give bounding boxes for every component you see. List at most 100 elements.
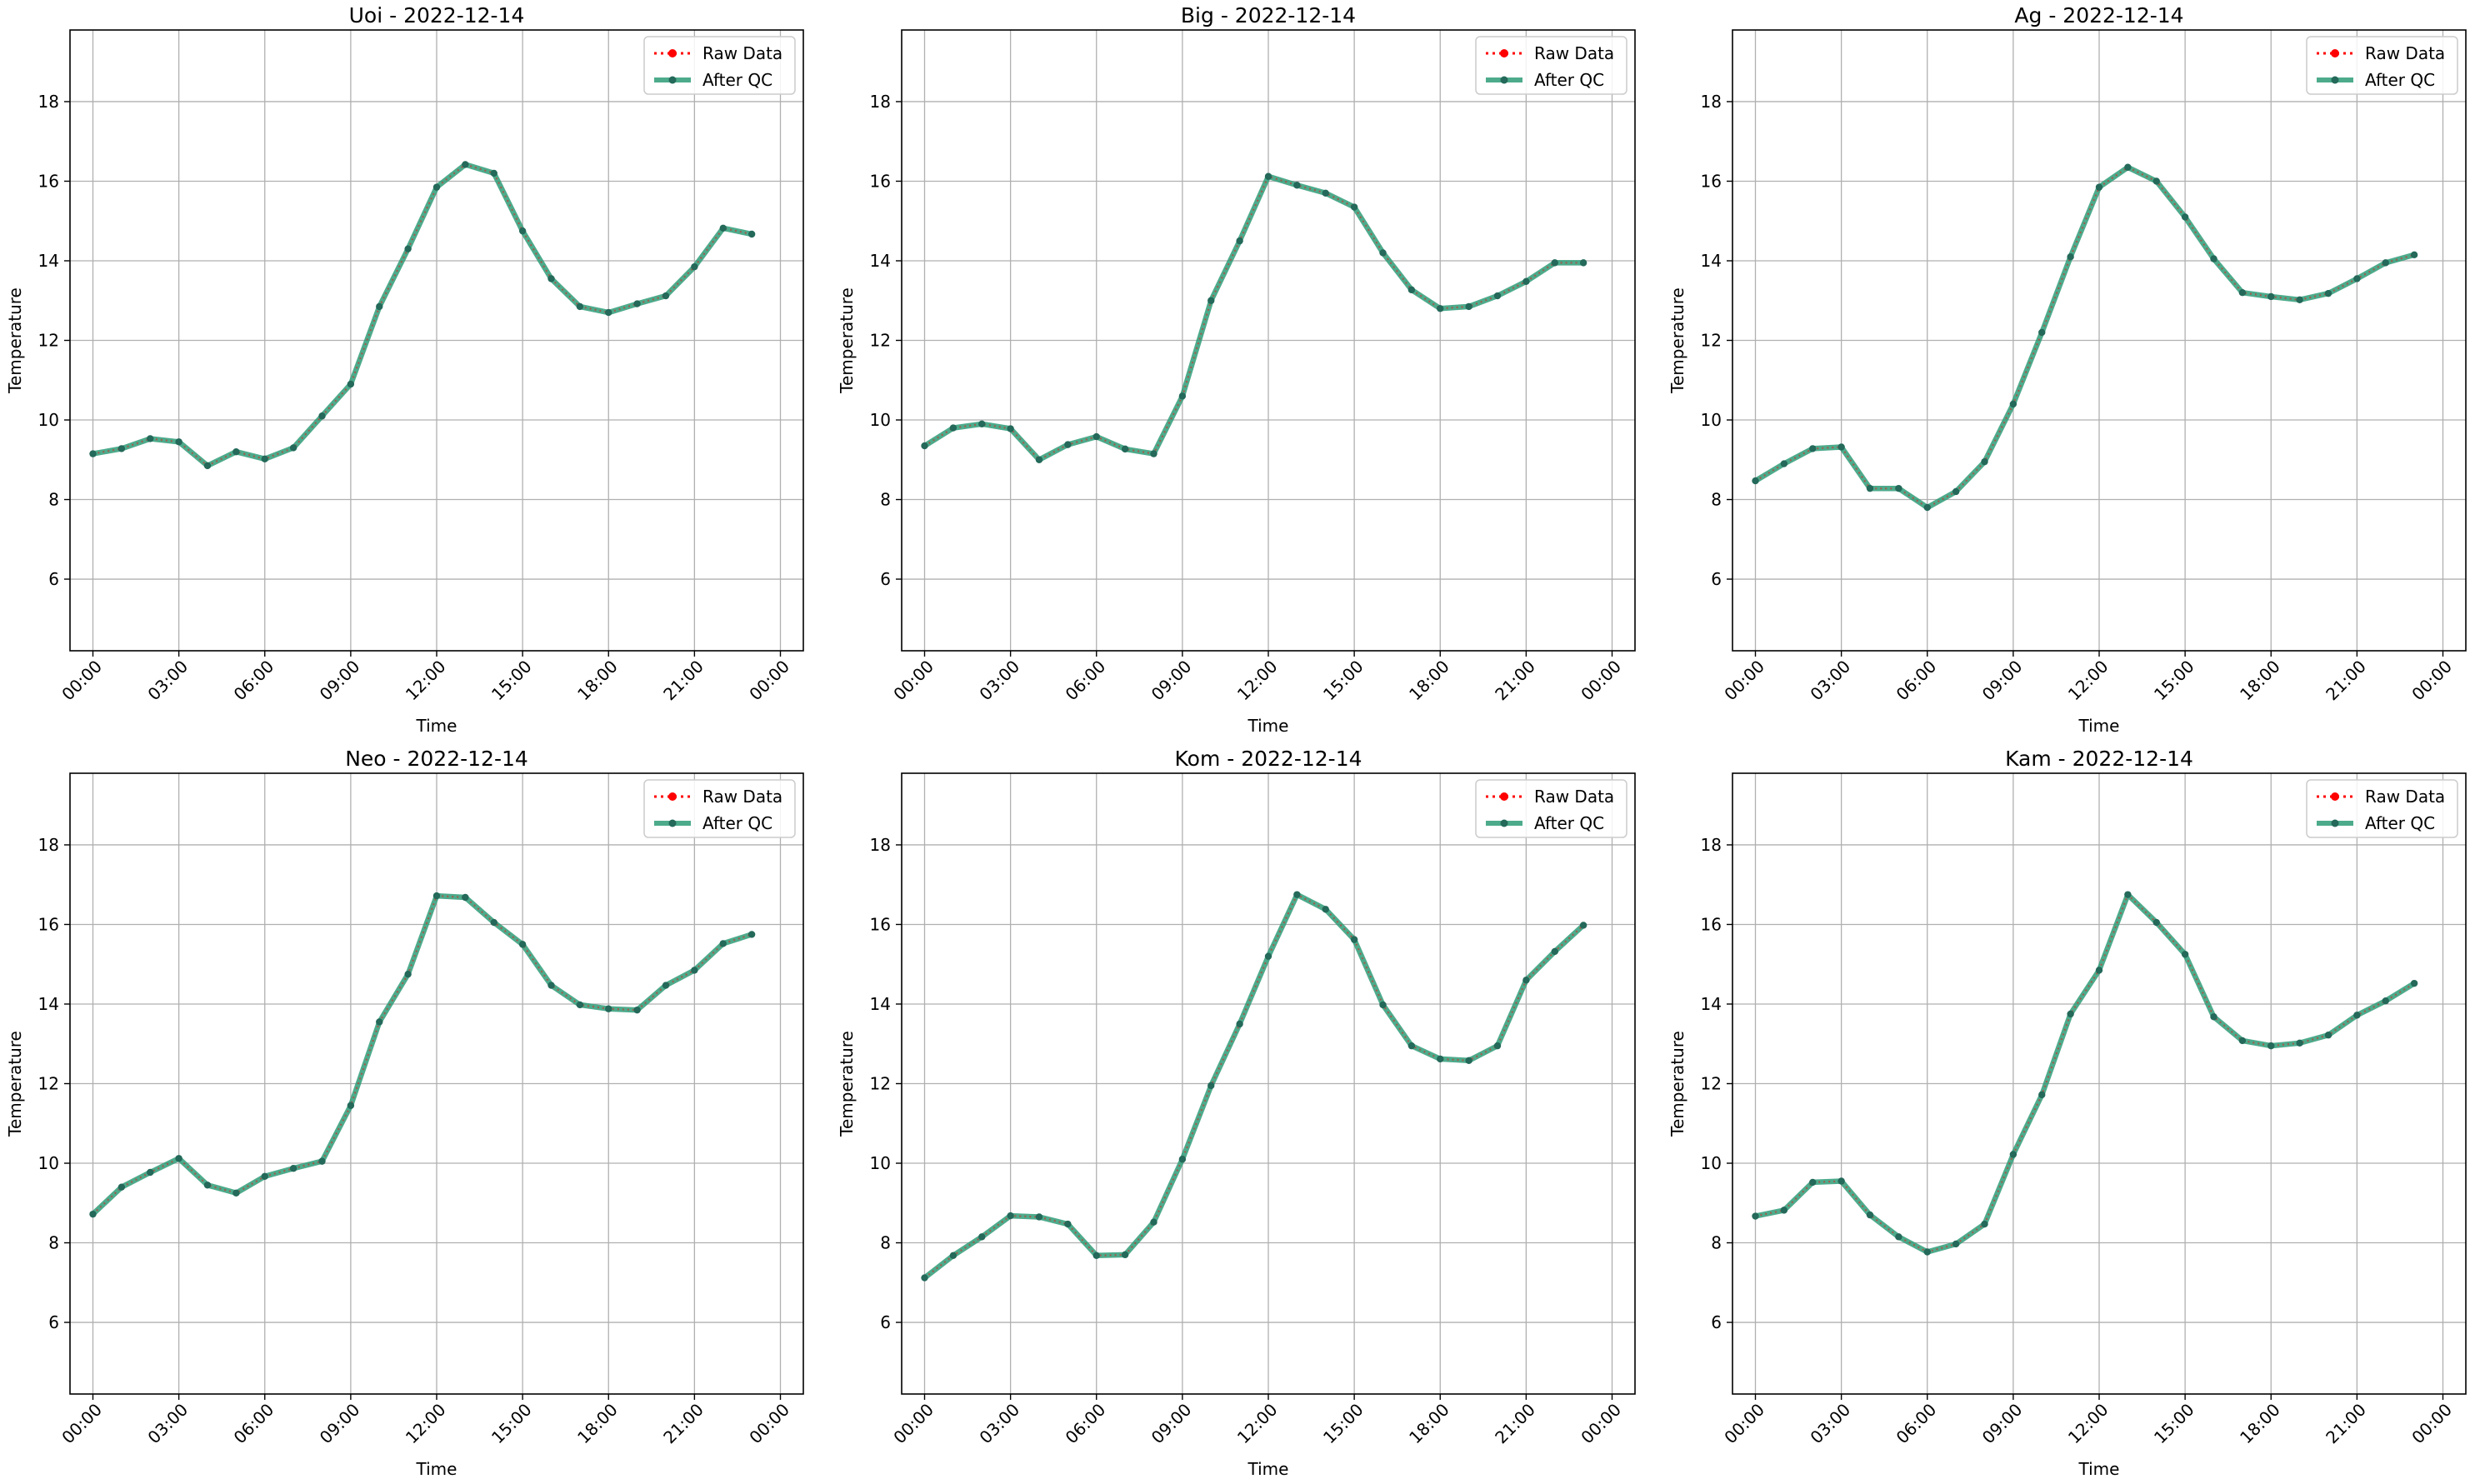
data-point [691, 262, 698, 271]
data-point [490, 169, 498, 177]
data-point [978, 420, 986, 427]
data-point [691, 967, 698, 974]
x-tick-label: 21:00 [2322, 657, 2370, 705]
data-point [203, 462, 212, 470]
legend-qc-marker [2331, 76, 2339, 84]
data-point [2410, 251, 2418, 259]
grid [1732, 30, 2466, 651]
y-tick-label: 18 [870, 835, 891, 855]
y-tick-label: 6 [48, 1312, 59, 1332]
data-point [1293, 891, 1301, 898]
data-point [1437, 305, 1444, 312]
data-point [1522, 277, 1530, 286]
data-point [978, 1233, 986, 1241]
legend-qc-marker [2331, 819, 2339, 827]
y-tick-label: 14 [38, 251, 59, 271]
data-point [318, 412, 326, 420]
legend-qc-marker [1500, 819, 1508, 827]
x-tick-label: 00:00 [1577, 1400, 1625, 1448]
legend: Raw Data After QC [1475, 779, 1628, 838]
y-tick-label: 16 [1701, 171, 1722, 191]
y-axis-label: Temperature [5, 1031, 25, 1137]
x-axis-label: Time [416, 1459, 458, 1479]
data-point [2181, 213, 2189, 221]
data-point [2268, 292, 2275, 301]
data-point [662, 292, 670, 300]
subplot-title: Ag - 2022-12-14 [2014, 3, 2183, 27]
data-point [1350, 203, 1358, 211]
data-point [748, 230, 756, 238]
data-point [2324, 289, 2332, 297]
data-point [2009, 400, 2018, 408]
data-point [347, 380, 355, 388]
x-tick-label: 15:00 [1319, 1400, 1368, 1448]
data-point [1923, 1248, 1931, 1256]
y-tick-label: 8 [48, 490, 59, 510]
legend-qc-label: After QC [2365, 70, 2435, 90]
y-tick-label: 6 [1711, 1312, 1722, 1332]
x-tick-label: 21:00 [2322, 1400, 2370, 1448]
data-point [605, 308, 612, 317]
data-point [2067, 253, 2074, 261]
legend-qc-label: After QC [1534, 70, 1604, 90]
data-point [2067, 1010, 2074, 1018]
x-tick-label: 00:00 [889, 657, 938, 705]
data-point [1208, 297, 1215, 304]
x-tick-label: 00:00 [1720, 657, 1768, 705]
x-tick-label: 00:00 [1577, 657, 1625, 705]
series-line-after-qc [91, 892, 753, 1217]
data-point [1895, 484, 1902, 492]
data-point [1121, 1251, 1129, 1259]
data-point [748, 931, 756, 938]
y-tick-label: 6 [1711, 569, 1722, 589]
y-axis-label: Temperature [837, 1031, 857, 1137]
x-tick-label: 21:00 [659, 1400, 708, 1448]
x-tick-label: 12:00 [402, 1400, 450, 1448]
data-point [2152, 918, 2160, 927]
x-tick-label: 09:00 [316, 657, 364, 705]
y-tick-label: 10 [1701, 410, 1722, 430]
x-axis-label: Time [2078, 1459, 2120, 1479]
subplot-4: 6 8 10 12 14 16 18 00:00 03:00 06:00 09:00 12:00 15:… [837, 747, 1636, 1479]
y-tick-label: 16 [870, 914, 891, 934]
x-axis-label: Time [416, 716, 458, 736]
subplot-title: Uoi - 2022-12-14 [349, 3, 525, 27]
data-point [1092, 1252, 1100, 1260]
data-point [2152, 177, 2160, 185]
data-point [2124, 891, 2132, 898]
legend-raw-marker [2331, 792, 2339, 801]
x-tick-label: 09:00 [1978, 657, 2027, 705]
series-line-after-qc [922, 173, 1584, 463]
y-tick-label: 10 [870, 410, 891, 430]
data-point [949, 424, 958, 432]
subplot-title: Neo - 2022-12-14 [345, 747, 528, 771]
data-point [289, 444, 298, 452]
x-axis-label: Time [2078, 716, 2120, 736]
data-point [2353, 275, 2361, 282]
legend: Raw Data After QC [2306, 36, 2458, 95]
x-tick-label: 03:00 [975, 657, 1023, 705]
data-point [118, 445, 126, 452]
x-tick-label: 18:00 [2236, 657, 2284, 705]
y-tick-label: 12 [870, 331, 891, 351]
x-tick-label: 12:00 [2064, 1400, 2112, 1448]
x-tick-label: 00:00 [1720, 1400, 1768, 1448]
data-point [1408, 286, 1416, 294]
x-tick-label: 03:00 [143, 657, 192, 705]
y-tick-label: 10 [870, 1153, 891, 1173]
subplot-title: Kam - 2022-12-14 [2005, 747, 2193, 771]
data-point [719, 224, 727, 232]
data-point [462, 893, 469, 902]
data-point [1866, 1211, 1874, 1219]
legend: Raw Data After QC [643, 36, 796, 95]
data-point [1236, 1020, 1243, 1028]
data-point [175, 1155, 182, 1162]
data-point [2324, 1032, 2332, 1039]
data-point [2353, 1012, 2361, 1019]
data-point [1322, 906, 1329, 913]
x-tick-label: 12:00 [402, 657, 450, 705]
data-point [147, 435, 154, 442]
series-line-after-qc [1753, 164, 2415, 511]
legend-raw-label: Raw Data [2365, 43, 2445, 63]
x-tick-label: 06:00 [1892, 1400, 1941, 1448]
